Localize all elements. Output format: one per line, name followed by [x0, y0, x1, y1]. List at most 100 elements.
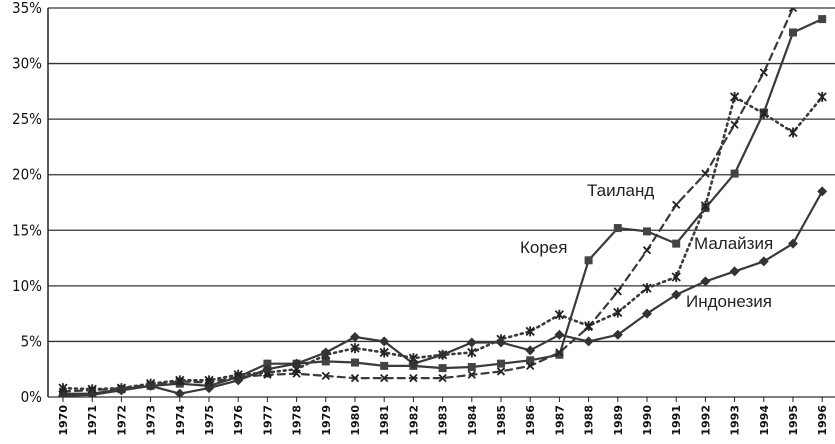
- data-point-s1-1980: [350, 373, 360, 383]
- grid: [47, 7, 835, 398]
- data-point-s3-1974: [174, 388, 185, 397]
- data-point-s0-1983: [438, 364, 447, 373]
- data-point-s2-1980: [350, 343, 360, 354]
- data-point-s3-1994: [758, 256, 769, 267]
- y-tick-label: 5%: [21, 332, 43, 350]
- data-point-s2-1981: [379, 347, 389, 358]
- data-point-s1-1981: [380, 373, 389, 383]
- x-tick-label: 1986: [524, 405, 537, 436]
- data-point-s3-1986: [525, 345, 536, 356]
- annotation-korea: Корея: [520, 238, 567, 257]
- data-point-s3-1996: [817, 186, 828, 197]
- data-point-s1-1979: [321, 371, 330, 381]
- data-point-s3-1976: [233, 375, 244, 386]
- data-point-s2-1993: [729, 91, 740, 102]
- data-point-s1-1984: [467, 370, 476, 379]
- series-markers: [58, 8, 828, 397]
- x-tick-label: 1992: [699, 405, 712, 436]
- data-point-s0-1980: [351, 358, 359, 367]
- data-point-s0-1981: [380, 361, 389, 370]
- data-point-s3-1977: [262, 364, 273, 375]
- data-point-s3-1990: [642, 308, 652, 319]
- data-point-s0-1989: [613, 224, 622, 233]
- data-point-s1-1990: [642, 246, 652, 255]
- data-point-s1-1985: [496, 367, 506, 376]
- x-tick-label: 1991: [670, 405, 683, 436]
- x-tick-label: 1988: [583, 405, 596, 436]
- x-tick-label: 1979: [320, 405, 333, 436]
- y-tick-label: 10%: [12, 277, 42, 295]
- y-tick-label: 15%: [12, 221, 42, 239]
- x-axis: 1970 1971 1972 1973 1974 1975 1976 1977 1978 1979…: [57, 397, 829, 436]
- data-point-s2-1995: [788, 127, 798, 138]
- y-tick-label: 25%: [12, 110, 42, 128]
- x-tick-label: 1977: [261, 405, 274, 436]
- data-point-s3-1971: [87, 389, 98, 397]
- data-point-s0-1996: [818, 15, 827, 24]
- x-tick-label: 1985: [495, 405, 508, 436]
- x-tick-label: 1981: [378, 405, 391, 436]
- data-point-s1-1992: [701, 169, 710, 178]
- data-point-s1-1989: [613, 287, 622, 296]
- data-point-s0-1985: [497, 359, 505, 368]
- data-point-s3-1993: [729, 266, 740, 277]
- data-point-s3-1995: [788, 238, 798, 249]
- data-point-s0-1995: [789, 28, 797, 37]
- x-tick-label: 1989: [612, 405, 625, 436]
- data-point-s0-1990: [643, 227, 651, 236]
- data-point-s1-1982: [409, 373, 418, 383]
- data-point-s0-1979: [321, 357, 330, 366]
- x-tick-label: 1975: [203, 405, 216, 436]
- data-point-s1-1987: [555, 348, 564, 357]
- y-tick-label: 35%: [12, 0, 42, 17]
- x-tick-label: 1972: [115, 405, 128, 436]
- data-point-s2-1996: [817, 91, 827, 102]
- series-line-1: [61, 8, 796, 393]
- x-tick-label: 1996: [816, 405, 829, 436]
- data-point-s3-1992: [700, 276, 711, 287]
- data-point-s1-1991: [672, 200, 681, 209]
- data-point-s1-1993: [730, 120, 739, 129]
- data-point-s2-1990: [642, 283, 652, 294]
- data-point-s1-1994: [759, 68, 768, 77]
- data-point-s0-1984: [467, 362, 476, 371]
- x-tick-label: 1976: [232, 405, 245, 436]
- data-point-s0-1987: [555, 350, 564, 359]
- data-point-s2-1992: [700, 200, 711, 211]
- data-point-s3-1984: [466, 337, 477, 348]
- annotation-indonesia: Индонезия: [686, 292, 772, 311]
- data-point-s0-1986: [526, 356, 535, 365]
- annotations: Таиланд Корея Малайзия Индонезия: [520, 181, 773, 311]
- data-point-s0-1977: [263, 359, 272, 368]
- y-tick-label: 0%: [21, 388, 43, 406]
- x-tick-label: 1980: [349, 405, 362, 436]
- data-point-s1-1986: [526, 361, 535, 371]
- data-point-s2-1988: [583, 320, 594, 331]
- data-point-s3-1989: [612, 329, 623, 340]
- data-point-s2-1986: [525, 326, 535, 337]
- x-tick-label: 1974: [174, 405, 187, 436]
- data-point-s3-1973: [145, 380, 156, 391]
- data-point-s3-1980: [350, 331, 360, 342]
- x-tick-label: 1971: [86, 405, 99, 436]
- data-point-s0-1988: [584, 256, 593, 265]
- x-tick-label: 1993: [729, 405, 742, 436]
- x-tick-label: 1990: [641, 405, 654, 436]
- y-tick-label: 20%: [12, 166, 42, 184]
- data-point-s3-1979: [320, 347, 331, 358]
- data-point-s1-1983: [438, 373, 447, 383]
- data-point-s3-1981: [379, 336, 390, 347]
- data-point-s0-1991: [672, 239, 681, 248]
- data-point-s3-1978: [291, 358, 302, 369]
- data-point-s2-1987: [554, 309, 565, 320]
- series-lines: [61, 8, 824, 397]
- x-tick-label: 1973: [145, 405, 158, 436]
- x-tick-label: 1982: [407, 405, 420, 436]
- data-point-s2-1984: [467, 347, 477, 358]
- x-tick-label: 1970: [57, 405, 70, 436]
- annotation-malaysia: Малайзия: [694, 234, 773, 253]
- data-point-s3-1975: [204, 383, 214, 394]
- data-point-s3-1970: [58, 390, 68, 397]
- data-point-s3-1972: [116, 385, 127, 396]
